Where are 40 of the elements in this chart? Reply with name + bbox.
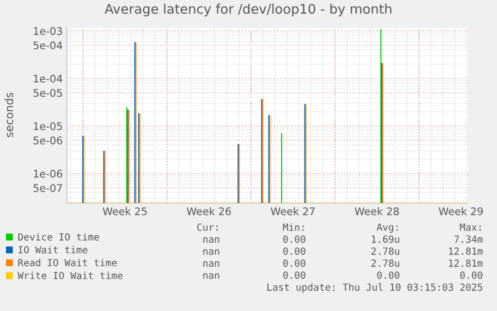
text: nan	[203, 237, 220, 243]
y-tick-label: 5e-05	[34, 88, 62, 97]
legend-label: IO Wait time	[18, 246, 88, 254]
x-tick-label: Week 25	[102, 207, 147, 216]
chart-title: Average latency for /dev/loop10 - by month	[104, 4, 392, 16]
text: 2.78u	[371, 247, 400, 255]
text: 0.00	[283, 271, 306, 279]
y-tick-label: 5e-07	[34, 184, 62, 192]
legend-label: Write IO Wait time	[18, 272, 122, 280]
legend-label: Read IO Wait time	[18, 258, 117, 266]
text: 1.69u	[372, 235, 400, 243]
legend-label: Device IO time	[18, 233, 100, 241]
text: 0.00	[377, 271, 400, 279]
text: 7.34m	[454, 235, 483, 243]
y-tick-label: 5e-06	[34, 136, 62, 144]
text: 12.81m	[449, 259, 483, 267]
x-tick-label: Week 27	[270, 207, 315, 216]
text: nan	[203, 273, 220, 279]
text: Cur:	[197, 223, 218, 231]
y-tick-label: 1e-03	[34, 27, 62, 35]
text: nan	[203, 261, 220, 267]
text: 12.81m	[449, 247, 483, 255]
y-tick-label: 5e-04	[34, 41, 62, 50]
text: 2.78u	[371, 259, 400, 267]
y-tick-label: 1e-04	[34, 74, 62, 83]
text: 0.00	[283, 259, 306, 267]
y-tick-label: 1e-05	[34, 122, 62, 130]
y-tick-label: 1e-06	[34, 170, 62, 178]
text: Avg:	[376, 224, 398, 233]
x-tick-label: Week 26	[186, 207, 231, 216]
y-axis-title: seconds	[4, 92, 14, 138]
text: 0.00	[283, 247, 306, 255]
text: 0.00	[283, 235, 306, 243]
x-tick-label: Week 28	[354, 207, 399, 216]
text: Min:	[282, 223, 304, 231]
text: Max:	[460, 224, 481, 231]
text: 0.00	[460, 271, 482, 279]
text: nan	[203, 249, 220, 255]
text: Last update: Thu Jul 10 03:15:03 2025	[267, 283, 482, 293]
x-tick-label: Week 29	[438, 207, 483, 216]
